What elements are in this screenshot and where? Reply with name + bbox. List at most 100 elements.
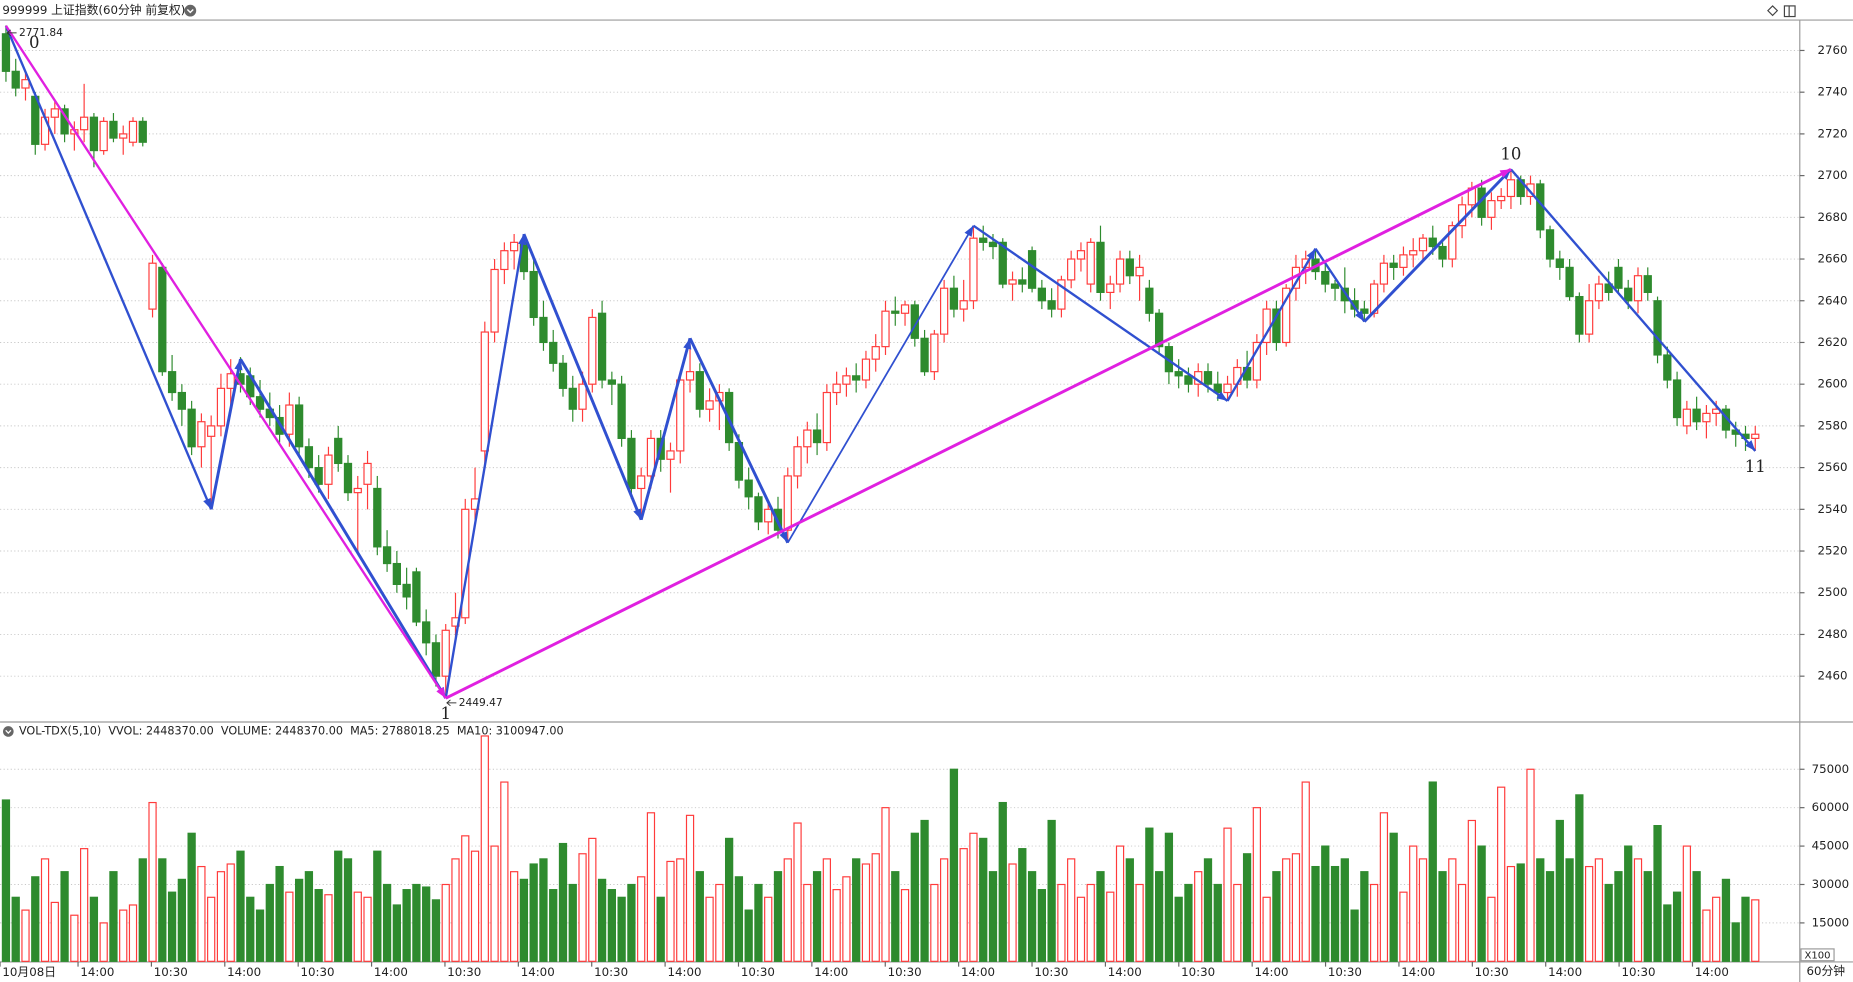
candle-body	[1047, 300, 1056, 310]
volume-bar	[1379, 812, 1389, 962]
volume-bar	[89, 896, 99, 962]
candle-body	[1008, 279, 1017, 285]
candle-body	[1389, 262, 1398, 268]
volume-bar	[21, 909, 30, 962]
y-tick-label: 2520	[1818, 544, 1848, 558]
volume-menu-icon[interactable]	[2, 726, 14, 737]
volume-bar	[275, 865, 284, 962]
wave-line	[787, 225, 975, 544]
candle-body	[695, 371, 704, 410]
wave-label: 1	[440, 704, 451, 723]
volume-bar	[490, 845, 499, 962]
volume-bar	[1536, 858, 1545, 962]
volume-bar	[1164, 832, 1174, 962]
candle-body	[1448, 225, 1457, 260]
volume-bar	[1448, 858, 1457, 962]
volume-bar	[1037, 889, 1046, 962]
candle-body	[920, 337, 929, 373]
candle-body	[1438, 245, 1447, 260]
volume-bar	[1604, 883, 1613, 962]
volume-bar	[187, 832, 196, 962]
volume-bar	[764, 896, 773, 962]
volume-bar	[1594, 858, 1604, 962]
volume-bar	[1418, 858, 1428, 962]
candle-body	[1682, 408, 1691, 427]
x-tick-label: 14:00	[1401, 965, 1435, 979]
volume-bar	[1301, 781, 1310, 962]
x-tick-label: 14:00	[961, 965, 995, 979]
volume-bar	[1399, 891, 1408, 962]
x-tick-label: 14:00	[1548, 965, 1582, 979]
volume-bar	[441, 883, 450, 962]
candle-body	[226, 373, 235, 389]
volume-bar	[177, 878, 186, 962]
y-tick-label: 2660	[1818, 252, 1848, 266]
volume-bar	[724, 837, 734, 962]
volume-bar	[1135, 883, 1144, 962]
candle-body	[109, 120, 118, 139]
volume-bar	[40, 858, 50, 962]
candle-body	[1565, 266, 1574, 298]
volume-bar	[666, 860, 675, 962]
volume-bar	[226, 863, 235, 962]
volume-bar	[412, 883, 421, 962]
volume-bar	[891, 871, 900, 962]
candle-body	[881, 310, 890, 348]
volume-bar	[1438, 871, 1447, 962]
candle-body	[324, 454, 333, 485]
candle-body	[1145, 287, 1154, 314]
volume-bar	[529, 863, 538, 962]
diamond-icon[interactable]	[1767, 5, 1779, 17]
volume-bar	[1174, 896, 1183, 962]
volume-bar	[1233, 883, 1242, 962]
volume-bar	[31, 876, 40, 962]
volume-bar	[1584, 865, 1594, 962]
x-tick-label: 10:30	[1328, 965, 1362, 979]
volume-bar	[207, 896, 216, 962]
volume-bar	[1712, 896, 1721, 962]
volume-bar	[1330, 865, 1340, 962]
candle-body	[744, 479, 753, 498]
volume-bar	[265, 883, 274, 962]
volume-bar	[1213, 883, 1222, 962]
volume-bar	[334, 850, 343, 962]
x-tick-label: 10月08日	[2, 965, 56, 979]
candle-body	[1633, 275, 1643, 302]
volume-bar	[1194, 871, 1203, 962]
x-tick-label: 10:30	[594, 965, 628, 979]
volume-bar	[1350, 909, 1359, 962]
volume-bar	[236, 850, 245, 962]
candle-body	[1321, 270, 1330, 285]
y-tick-label: 2700	[1818, 168, 1848, 182]
x-tick-label: 14:00	[814, 965, 848, 979]
candle-body	[50, 108, 59, 118]
volume-bar	[842, 876, 851, 962]
candle-body	[1, 33, 11, 72]
wave-line	[1363, 168, 1513, 323]
volume-bar	[1154, 871, 1164, 962]
x-tick-label: 14:00	[667, 965, 701, 979]
volume-bar	[676, 858, 685, 962]
candle-body	[1223, 383, 1232, 394]
candle-body	[988, 241, 998, 248]
y-tick-label: 2560	[1818, 460, 1848, 474]
candle-body	[1282, 287, 1291, 344]
candle-body	[666, 450, 675, 460]
volume-bar	[637, 876, 646, 962]
volume-bar	[568, 883, 577, 962]
volume-bar	[470, 850, 480, 962]
wave-line	[444, 233, 526, 699]
volume-bar	[1526, 768, 1535, 962]
candle-body	[314, 467, 323, 485]
candle-body	[568, 387, 577, 410]
title-menu-icon[interactable]	[184, 4, 197, 17]
volume-bar	[294, 878, 304, 962]
candle-body	[1037, 287, 1046, 302]
candle-body	[1096, 241, 1105, 294]
volume-bar	[861, 863, 871, 962]
x-tick-label: 14:00	[227, 965, 261, 979]
candle-body	[1174, 371, 1183, 377]
volume-bar	[910, 832, 919, 962]
candle-body	[294, 404, 304, 448]
chart-title: 999999 上证指数(60分钟 前复权)	[2, 3, 185, 17]
